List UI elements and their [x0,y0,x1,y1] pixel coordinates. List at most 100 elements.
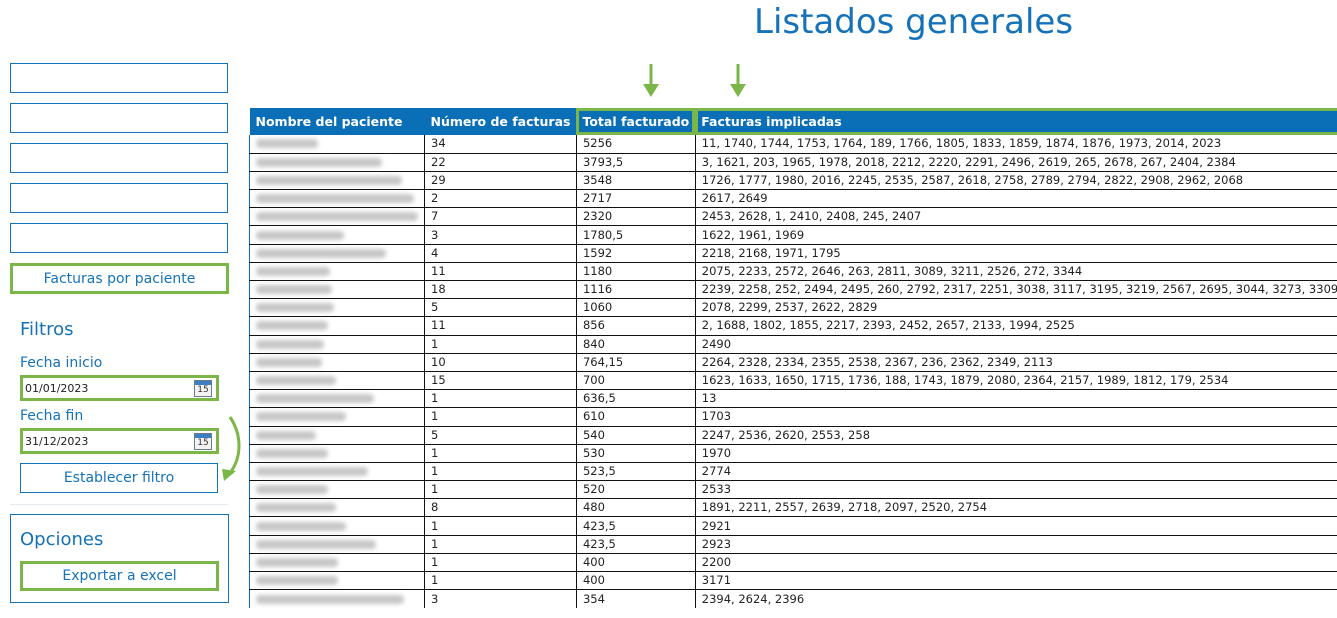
cell-total-billed: 856 [575,316,696,336]
cell-invoice-count: 34 [424,135,577,154]
table-row[interactable]: 8 480 1891, 2211, 2557, 2639, 2718, 2097, … [249,498,1337,518]
cell-total-billed: 354 [575,589,696,608]
cell-invoice-count: 3 [424,225,577,245]
table-row[interactable]: 1 400 2200 [249,553,1337,573]
nav-box-4[interactable] [10,183,228,213]
cell-total-billed: 423,5 [575,535,696,554]
start-date-input[interactable] [23,381,188,395]
annotation-arrow-total-icon [643,64,659,97]
cell-total-billed: 423,5 [575,516,696,536]
invoices-per-patient-button[interactable]: Facturas por paciente [10,263,229,294]
options-title: Opciones [20,529,104,550]
table-row[interactable]: 5 1060 2078, 2299, 2537, 2622, 2829 [249,298,1337,318]
blurred-name [256,175,402,185]
blurred-name [256,139,318,149]
export-excel-button[interactable]: Exportar a excel [20,561,219,591]
cell-patient-name [249,189,425,209]
calendar-icon[interactable]: 15 [194,433,212,450]
table-row[interactable]: 2 2717 2617, 2649 [249,189,1337,209]
cell-invoice-count: 1 [424,535,577,554]
cell-invoices-involved: 11, 1740, 1744, 1753, 1764, 189, 1766, 1… [694,135,1337,154]
cell-invoices-involved: 1891, 2211, 2557, 2639, 2718, 2097, 2520… [694,498,1337,518]
table-row[interactable]: 3 354 2394, 2624, 2396 [249,589,1337,608]
table-row[interactable]: 11 856 2, 1688, 1802, 1855, 2217, 2393, 24… [249,316,1337,336]
table-row[interactable]: 7 2320 2453, 2628, 1, 2410, 2408, 245, 240… [249,207,1337,227]
cell-invoices-involved: 2923 [694,535,1337,554]
cell-invoices-involved: 2239, 2258, 252, 2494, 2495, 260, 2792, … [694,280,1337,300]
table-row[interactable]: 1 423,5 2923 [249,535,1337,554]
calendar-icon[interactable]: 15 [194,380,212,397]
table-row[interactable]: 15 700 1623, 1633, 1650, 1715, 1736, 188, … [249,371,1337,391]
table-row[interactable]: 34 5256 11, 1740, 1744, 1753, 1764, 189, 1… [249,135,1337,154]
cell-invoices-involved: 2200 [694,553,1337,573]
blurred-name [256,557,338,567]
start-date-field[interactable]: 15 [20,375,219,401]
cell-patient-name [249,316,425,336]
cell-invoice-count: 22 [424,153,577,172]
nav-box-2[interactable] [10,103,228,133]
header-invoice-count[interactable]: Número de facturas [424,108,577,135]
cell-total-billed: 636,5 [575,389,696,409]
nav-box-3[interactable] [10,143,228,173]
table-row[interactable]: 1 523,5 2774 [249,462,1337,482]
cell-invoice-count: 1 [424,389,577,409]
table-row[interactable]: 1 840 2490 [249,335,1337,354]
end-date-field[interactable]: 15 [20,428,219,454]
cell-patient-name [249,407,425,427]
table-row[interactable]: 1 400 3171 [249,571,1337,591]
table-header-row: Nombre del paciente Número de facturas T… [249,108,1337,135]
table-row[interactable]: 1 530 1970 [249,444,1337,463]
blurred-name [256,303,334,313]
sidebar: Facturas por paciente Filtros Fecha inic… [0,0,241,618]
cell-patient-name [249,371,425,391]
cell-patient-name [249,298,425,318]
cell-invoice-count: 3 [424,589,577,608]
header-patient-name[interactable]: Nombre del paciente [249,108,425,135]
cell-total-billed: 1592 [575,244,696,263]
cell-invoice-count: 2 [424,189,577,209]
blurred-name [256,285,332,295]
cell-invoice-count: 15 [424,371,577,391]
table-row[interactable]: 1 636,5 13 [249,389,1337,409]
cell-invoices-involved: 13 [694,389,1337,409]
table-row[interactable]: 1 610 1703 [249,407,1337,427]
table-row[interactable]: 29 3548 1726, 1777, 1980, 2016, 2245, 2535… [249,171,1337,191]
table-row[interactable]: 3 1780,5 1622, 1961, 1969 [249,225,1337,245]
filters-title: Filtros [20,319,74,340]
sidebar-divider [10,504,228,505]
cell-invoice-count: 1 [424,480,577,500]
table-row[interactable]: 10 764,15 2264, 2328, 2334, 2355, 2538, 23… [249,353,1337,372]
table-row[interactable]: 1 520 2533 [249,480,1337,500]
cell-total-billed: 610 [575,407,696,427]
cell-invoices-involved: 2078, 2299, 2537, 2622, 2829 [694,298,1337,318]
blurred-name [256,321,328,331]
cell-invoice-count: 5 [424,426,577,445]
cell-total-billed: 2717 [575,189,696,209]
table-row[interactable]: 18 1116 2239, 2258, 252, 2494, 2495, 260, … [249,280,1337,300]
cell-total-billed: 5256 [575,135,696,154]
table-row[interactable]: 22 3793,5 3, 1621, 203, 1965, 1978, 2018, … [249,153,1337,172]
blurred-name [256,594,404,604]
blurred-name [256,503,336,513]
cell-total-billed: 3793,5 [575,153,696,172]
cell-invoice-count: 1 [424,335,577,354]
table-row[interactable]: 11 1180 2075, 2233, 2572, 2646, 263, 2811,… [249,262,1337,282]
cell-invoice-count: 10 [424,353,577,372]
table-row[interactable]: 1 423,5 2921 [249,516,1337,536]
table-row[interactable]: 5 540 2247, 2536, 2620, 2553, 258 [249,426,1337,445]
cell-patient-name [249,426,425,445]
nav-box-1[interactable] [10,63,228,93]
end-date-input[interactable] [23,434,188,448]
table-row[interactable]: 4 1592 2218, 2168, 1971, 1795 [249,244,1337,263]
cell-invoice-count: 11 [424,316,577,336]
cell-total-billed: 480 [575,498,696,518]
apply-filter-button[interactable]: Establecer filtro [20,463,218,493]
nav-box-5[interactable] [10,223,228,253]
cell-invoices-involved: 2453, 2628, 1, 2410, 2408, 245, 2407 [694,207,1337,227]
cell-invoice-count: 11 [424,262,577,282]
cell-patient-name [249,280,425,300]
blurred-name [256,266,330,276]
header-total-billed[interactable]: Total facturado [576,108,696,135]
cell-patient-name [249,389,425,409]
header-invoices-involved[interactable]: Facturas implicadas [695,108,1337,135]
